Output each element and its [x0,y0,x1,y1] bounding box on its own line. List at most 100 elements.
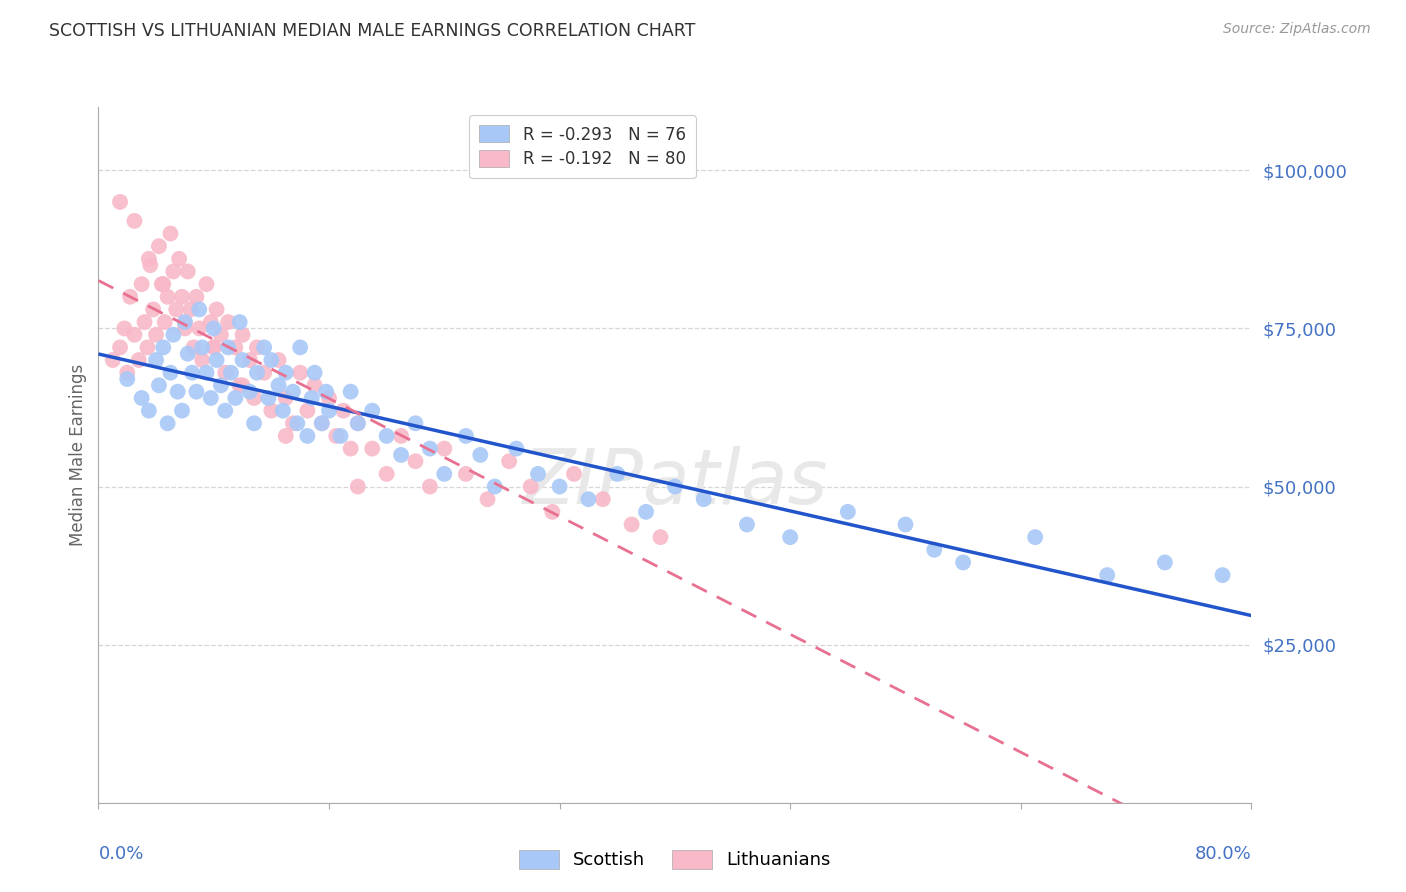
Point [180,302,202,317]
Point [922,542,945,557]
Text: Source: ZipAtlas.com: Source: ZipAtlas.com [1223,22,1371,37]
Point [177,347,200,361]
Point [361,403,384,417]
Point [108,194,131,209]
Point [148,378,170,392]
Point [281,384,304,399]
Point [1024,530,1046,544]
Point [253,366,276,380]
Point [1097,568,1119,582]
Point [271,403,294,417]
Point [527,467,550,481]
Point [183,340,205,354]
Point [131,391,153,405]
Point [592,492,614,507]
Point [228,378,250,392]
Point [202,321,225,335]
Point [159,227,181,241]
Point [301,391,323,405]
Point [260,403,283,417]
Point [454,429,477,443]
Point [375,429,398,443]
Point [257,391,280,405]
Point [200,391,222,405]
Point [142,302,165,317]
Point [433,467,456,481]
Point [177,264,200,278]
Point [578,492,600,507]
Point [361,442,384,456]
Point [346,417,368,431]
Point [152,277,174,292]
Point [405,454,427,468]
Point [311,417,333,431]
Point [205,302,228,317]
Point [165,302,187,317]
Point [188,302,211,317]
Point [239,353,262,368]
Point [112,321,135,335]
Point [243,417,266,431]
Point [128,353,150,368]
Point [186,384,208,399]
Point [209,378,232,392]
Point [1212,568,1234,582]
Point [735,517,758,532]
Point [520,479,543,493]
Point [202,340,225,354]
Point [195,277,218,292]
Legend: R = -0.293   N = 76, R = -0.192   N = 80: R = -0.293 N = 76, R = -0.192 N = 80 [470,115,696,178]
Point [297,403,319,417]
Point [311,417,333,431]
Point [470,448,492,462]
Point [405,417,427,431]
Point [541,505,564,519]
Point [181,366,204,380]
Point [214,366,236,380]
Point [297,429,319,443]
Point [304,378,326,392]
Point [894,517,917,532]
Point [145,353,167,368]
Point [231,327,254,342]
Point [274,366,297,380]
Y-axis label: Median Male Earnings: Median Male Earnings [69,364,87,546]
Point [779,530,801,544]
Point [274,429,297,443]
Point [224,391,246,405]
Text: SCOTTISH VS LITHUANIAN MEDIAN MALE EARNINGS CORRELATION CHART: SCOTTISH VS LITHUANIAN MEDIAN MALE EARNI… [49,22,696,40]
Point [433,442,456,456]
Point [375,467,398,481]
Point [117,366,138,380]
Point [120,290,142,304]
Point [339,442,361,456]
Point [205,353,228,368]
Point [136,340,159,354]
Point [267,378,290,392]
Point [484,479,506,493]
Point [243,391,266,405]
Point [162,327,184,342]
Point [202,340,225,354]
Point [191,353,214,368]
Point [389,448,412,462]
Point [148,239,170,253]
Point [152,340,174,354]
Point [117,372,138,386]
Point [214,403,236,417]
Point [188,321,211,335]
Point [325,429,347,443]
Point [346,417,368,431]
Point [664,479,686,493]
Point [217,340,239,354]
Point [131,277,153,292]
Point [315,384,337,399]
Point [174,315,197,329]
Point [419,479,441,493]
Point [228,315,250,329]
Point [174,321,197,335]
Point [153,315,176,329]
Legend: Scottish, Lithuanians: Scottish, Lithuanians [510,841,839,879]
Point [318,391,340,405]
Point [170,403,193,417]
